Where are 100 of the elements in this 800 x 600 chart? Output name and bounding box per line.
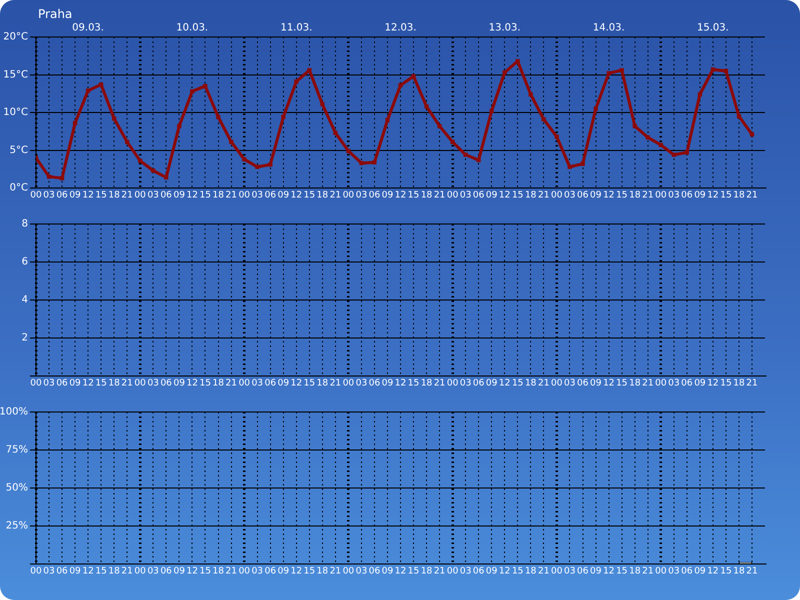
x-tick-label: 00 xyxy=(30,190,42,201)
x-tick-label: 00 xyxy=(342,190,354,201)
x-tick-label: 12 xyxy=(394,378,406,389)
x-tick-label: 18 xyxy=(524,378,537,389)
y-tick-label: 4 xyxy=(22,294,28,306)
x-tick-label: 06 xyxy=(681,190,693,201)
x-tick-label: 06 xyxy=(160,378,172,389)
x-tick-label: 09 xyxy=(382,378,394,389)
y-tick-label: 100% xyxy=(0,406,28,418)
x-tick-label: 03 xyxy=(460,190,472,201)
x-tick-label: 15 xyxy=(408,190,420,201)
x-tick-label: 12 xyxy=(498,378,510,389)
x-tick-label: 00 xyxy=(446,378,459,389)
x-tick-label: 12 xyxy=(394,190,406,201)
x-tick-label: 06 xyxy=(56,378,68,389)
x-tick-label: 00 xyxy=(550,378,563,389)
x-tick-label: 18 xyxy=(420,566,433,577)
x-tick-label: 00 xyxy=(30,566,42,577)
x-tick-label: 12 xyxy=(498,566,510,577)
x-tick-label: 12 xyxy=(394,566,406,577)
x-tick-label: 15 xyxy=(95,566,107,577)
x-tick-label: 03 xyxy=(356,378,368,389)
x-tick-label: 18 xyxy=(629,378,641,389)
x-tick-label: 03 xyxy=(356,190,368,201)
x-tick-label: 12 xyxy=(82,190,94,201)
x-tick-label: 12 xyxy=(707,378,719,389)
x-tick-label: 00 xyxy=(342,566,354,577)
x-tick-label: 15 xyxy=(304,566,316,577)
x-tick-label: 09 xyxy=(382,190,394,201)
x-tick-label: 21 xyxy=(330,190,342,201)
x-tick-label: 21 xyxy=(434,566,446,577)
x-tick-label: 00 xyxy=(134,566,146,577)
x-tick-label: 06 xyxy=(264,378,276,389)
x-tick-label: 09 xyxy=(173,378,186,389)
x-tick-label: 15 xyxy=(95,190,107,201)
x-tick-label: 18 xyxy=(733,190,745,201)
y-tick-label: 25% xyxy=(6,520,28,532)
x-tick-label: 00 xyxy=(550,566,563,577)
x-tick-label: 21 xyxy=(434,190,446,201)
x2-tick-label: 09.03. xyxy=(72,22,104,34)
x2-tick-label: 12.03. xyxy=(384,22,416,34)
x-tick-label: 15 xyxy=(408,566,420,577)
x-tick-label: 12 xyxy=(707,190,719,201)
x-tick-label: 18 xyxy=(733,566,745,577)
x-tick-label: 15 xyxy=(616,378,628,389)
x-tick-label: 03 xyxy=(252,566,264,577)
x-tick-label: 03 xyxy=(43,378,55,389)
x-tick-label: 09 xyxy=(69,378,82,389)
x-tick-label: 00 xyxy=(550,190,563,201)
x-tick-label: 21 xyxy=(538,190,550,201)
x-tick-label: 03 xyxy=(43,190,55,201)
x-tick-label: 21 xyxy=(642,190,654,201)
x-tick-label: 03 xyxy=(460,378,472,389)
x-tick-label: 15 xyxy=(616,190,628,201)
x-tick-label: 15 xyxy=(200,190,211,201)
x-tick-label: 06 xyxy=(56,190,68,201)
x-tick-label: 12 xyxy=(82,378,94,389)
x-tick-label: 09 xyxy=(278,190,290,201)
x-tick-label: 09 xyxy=(278,378,290,389)
x-tick-label: 03 xyxy=(564,190,576,201)
x-tick-label: 03 xyxy=(147,190,159,201)
x-tick-label: 06 xyxy=(368,190,380,201)
x-tick-label: 15 xyxy=(304,190,316,201)
x-tick-label: 06 xyxy=(577,190,589,201)
x-tick-label: 15 xyxy=(408,378,420,389)
x-tick-label: 00 xyxy=(134,190,146,201)
x-tick-label: 12 xyxy=(707,566,719,577)
x-tick-label: 09 xyxy=(486,190,498,201)
x-tick-label: 00 xyxy=(446,566,459,577)
x-tick-label: 21 xyxy=(746,378,758,389)
x-tick-label: 06 xyxy=(160,190,172,201)
x-tick-label: 21 xyxy=(538,378,550,389)
x-tick-label: 03 xyxy=(460,566,472,577)
x-tick-label: 03 xyxy=(668,566,680,577)
x-tick-label: 12 xyxy=(186,190,198,201)
x-tick-label: 06 xyxy=(160,566,172,577)
x-tick-label: 00 xyxy=(238,566,250,577)
x-tick-label: 06 xyxy=(368,378,380,389)
x2-tick-label: 10.03. xyxy=(176,22,208,34)
x-tick-label: 18 xyxy=(108,566,120,577)
x-tick-label: 18 xyxy=(629,566,641,577)
x-tick-label: 06 xyxy=(577,378,589,389)
x-tick-label: 03 xyxy=(252,378,264,389)
x-tick-label: 09 xyxy=(486,378,498,389)
x-tick-label: 18 xyxy=(212,190,224,201)
x-tick-label: 03 xyxy=(356,566,368,577)
x-tick-label: 00 xyxy=(134,378,146,389)
x-tick-label: 18 xyxy=(316,566,328,577)
chart-title: Praha xyxy=(38,7,72,21)
x-tick-label: 00 xyxy=(655,190,667,201)
x-tick-label: 21 xyxy=(642,378,654,389)
x-tick-label: 21 xyxy=(330,378,342,389)
x-tick-label: 09 xyxy=(694,378,706,389)
x-tick-label: 21 xyxy=(121,566,133,577)
x-tick-label: 09 xyxy=(278,566,290,577)
y-tick-label: 8 xyxy=(22,218,28,230)
x-tick-label: 21 xyxy=(121,378,133,389)
x-tick-label: 21 xyxy=(538,566,550,577)
x-tick-label: 06 xyxy=(368,566,380,577)
x-tick-label: 21 xyxy=(434,378,446,389)
